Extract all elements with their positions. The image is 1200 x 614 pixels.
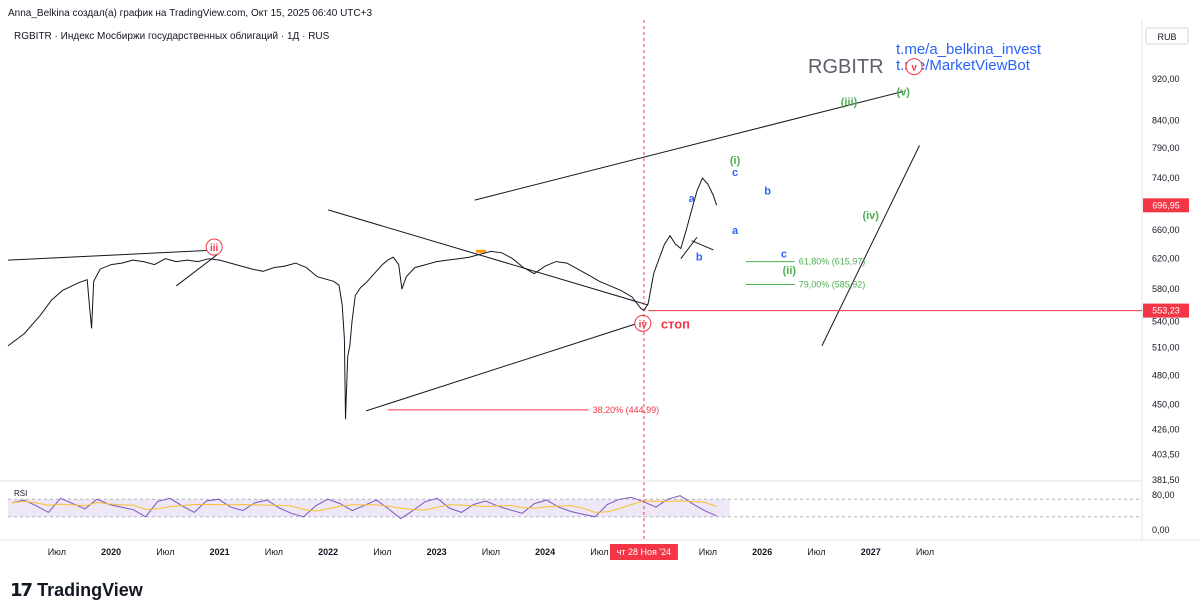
currency-label: RUB [1157, 32, 1176, 42]
wave-label: c [732, 167, 738, 179]
time-tick-label: 2022 [318, 547, 338, 557]
time-tick-label: Июл [916, 547, 934, 557]
wave-circle [905, 58, 923, 76]
time-tick-label: Июл [482, 547, 500, 557]
price-tags: 696,95 553,23 [1143, 198, 1189, 318]
time-tick-label: 2026 [752, 547, 772, 557]
wave-circle [634, 314, 652, 332]
price-series [7, 177, 718, 420]
trendline [474, 90, 904, 201]
rsi-label: RSI [14, 489, 27, 498]
rsi-pane: RSI 80,00 0,00 [8, 489, 1175, 535]
stop-label: стоп [661, 316, 690, 331]
telegram-link-2[interactable]: t.me/MarketViewBot [896, 57, 1031, 74]
tradingview-wordmark: TradingView [37, 579, 143, 600]
wave-label: b [696, 251, 703, 263]
trendline [680, 236, 698, 259]
time-tick-label: Июл [373, 547, 391, 557]
crosshair-time-label: чт 28 Ноя '24 [617, 547, 671, 557]
attribution-text: Anna_Belkina создал(а) график на Trading… [8, 7, 372, 19]
time-tick-label: 2021 [210, 547, 230, 557]
wave-label: (ii) [783, 265, 797, 277]
time-tick-label: Июл [807, 547, 825, 557]
symbol-line: RGBITR · Индекс Мосбиржи государственных… [14, 30, 330, 42]
trendline [175, 252, 220, 287]
crosshair: чт 28 Ноя '24 [609, 20, 678, 560]
trendline [365, 321, 643, 412]
wave-label: iii [210, 243, 219, 254]
price-tag-label: 696,95 [1152, 200, 1180, 210]
price-tag-badge [1143, 303, 1189, 318]
fib-label: 61,80% (615,97) [799, 257, 866, 267]
big-title: RGBITR [808, 56, 884, 78]
trendline [691, 240, 714, 251]
time-tick-label: Июл [590, 547, 608, 557]
rsi-tick: 80,00 [1152, 490, 1175, 500]
time-tick-label: 2020 [101, 547, 121, 557]
wave-label: (iv) [862, 210, 879, 222]
wave-label: a [732, 225, 739, 237]
price-tick-label: 620,00 [1152, 254, 1180, 264]
time-tick-label: Июл [156, 547, 174, 557]
fib-label: 79,00% (585,92) [799, 279, 866, 289]
wave-circle [205, 238, 223, 256]
rsi-ma-line [11, 500, 717, 513]
price-tick-label: 426,00 [1152, 425, 1180, 435]
price-tick-label: 450,00 [1152, 400, 1180, 410]
rsi-line [11, 495, 717, 520]
wave-label: (i) [730, 155, 741, 167]
price-tick-label: 510,00 [1152, 343, 1180, 353]
price-tick-label: 840,00 [1152, 115, 1180, 125]
crosshair-time-badge [609, 544, 678, 560]
fibonacci-levels: 61,80% (615,97) 79,00% (585,92) 38,20% (44… [387, 257, 866, 415]
wave-label: b [764, 186, 771, 198]
wave-labels: iii iv v (iii) (v) (i) (ii) (iv) a b c b a c стоп [205, 58, 923, 332]
currency-button[interactable] [1145, 27, 1189, 45]
price-tick-label: 540,00 [1152, 317, 1180, 327]
price-tag-badge [1143, 198, 1189, 213]
rsi-tick: 0,00 [1152, 525, 1170, 535]
price-tick-label: 740,00 [1152, 173, 1180, 183]
tradingview-logo[interactable]: 17 TradingView [10, 578, 143, 602]
time-tick-label: 2023 [427, 547, 447, 557]
wave-label: c [781, 249, 787, 261]
time-tick-label: Июл [699, 547, 717, 557]
trendline [327, 209, 649, 306]
price-tick-label: 580,00 [1152, 284, 1180, 294]
time-tick-label: Июл [48, 547, 66, 557]
time-tick-label: 2027 [861, 547, 881, 557]
fib-label: 38,20% (444,99) [593, 405, 660, 415]
price-tick-label: 480,00 [1152, 370, 1180, 380]
wave-label: (v) [897, 86, 911, 98]
telegram-link-1[interactable]: t.me/a_belkina_invest [896, 41, 1042, 58]
price-axis: 920,00840,00790,00740,00700,00660,00620,… [1152, 74, 1180, 485]
trendline [821, 145, 920, 347]
time-axis: Июл 2020 Июл 2021 Июл 2022 Июл 2023 Июл 2024 Июл Ию… [48, 547, 934, 557]
wave-label: a [689, 193, 696, 205]
price-tick-label: 790,00 [1152, 143, 1180, 153]
rsi-band [8, 499, 730, 517]
time-tick-label: 2024 [535, 547, 555, 557]
marker [476, 249, 487, 253]
wave-label: v [911, 63, 917, 74]
wave-label: iv [639, 319, 648, 330]
price-tag-label: 553,23 [1152, 306, 1180, 316]
price-tick-label: 381,50 [1152, 475, 1180, 485]
trendlines [7, 90, 1142, 412]
price-tick-label: 660,00 [1152, 225, 1180, 235]
tradingview-mark-icon: 17 [10, 579, 33, 601]
wave-label: (iii) [841, 97, 858, 109]
price-tick-label: 920,00 [1152, 74, 1180, 84]
price-line [7, 177, 718, 420]
time-tick-label: Июл [265, 547, 283, 557]
trendline [7, 249, 220, 261]
price-tick-label: 403,50 [1152, 449, 1180, 459]
